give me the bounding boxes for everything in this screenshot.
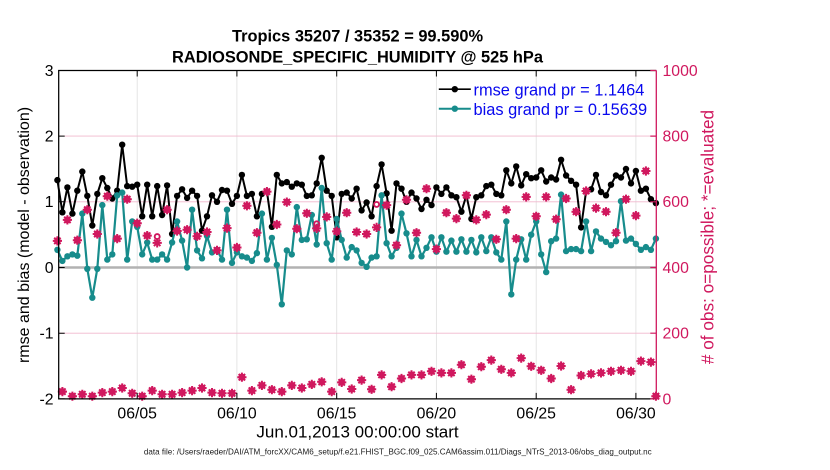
svg-text:-1: -1 — [39, 326, 53, 343]
svg-text:# of obs: o=possible; *=evalua: # of obs: o=possible; *=evaluated — [698, 110, 718, 364]
svg-text:1000: 1000 — [663, 63, 698, 80]
svg-text:rmse and bias (model - observa: rmse and bias (model - observation) — [16, 107, 33, 363]
svg-text:data file: /Users/raeder/DAI/A: data file: /Users/raeder/DAI/ATM_forcXX/… — [144, 447, 652, 456]
svg-text:06/05: 06/05 — [117, 406, 157, 423]
svg-text:200: 200 — [663, 326, 690, 343]
svg-text:-2: -2 — [39, 391, 53, 408]
svg-text:06/20: 06/20 — [417, 406, 457, 423]
svg-text:RADIOSONDE_SPECIFIC_HUMIDITY @: RADIOSONDE_SPECIFIC_HUMIDITY @ 525 hPa — [172, 48, 544, 66]
svg-text:Jun.01,2013 00:00:00 start: Jun.01,2013 00:00:00 start — [256, 422, 459, 441]
svg-text:3: 3 — [45, 63, 54, 80]
svg-text:06/15: 06/15 — [317, 406, 357, 423]
svg-text:bias grand pr = 0.15639: bias grand pr = 0.15639 — [474, 101, 648, 119]
svg-text:06/30: 06/30 — [616, 406, 656, 423]
svg-text:1: 1 — [45, 194, 54, 211]
svg-text:rmse grand pr = 1.1464: rmse grand pr = 1.1464 — [474, 82, 645, 100]
svg-text:06/10: 06/10 — [217, 406, 257, 423]
svg-text:2: 2 — [45, 129, 54, 146]
svg-text:0: 0 — [45, 260, 54, 277]
svg-text:0: 0 — [663, 391, 672, 408]
svg-text:06/25: 06/25 — [516, 406, 556, 423]
svg-text:600: 600 — [663, 194, 690, 211]
svg-text:Tropics 35207 / 35352 = 99.590: Tropics 35207 / 35352 = 99.590% — [232, 28, 483, 46]
svg-text:800: 800 — [663, 129, 690, 146]
svg-text:400: 400 — [663, 260, 690, 277]
